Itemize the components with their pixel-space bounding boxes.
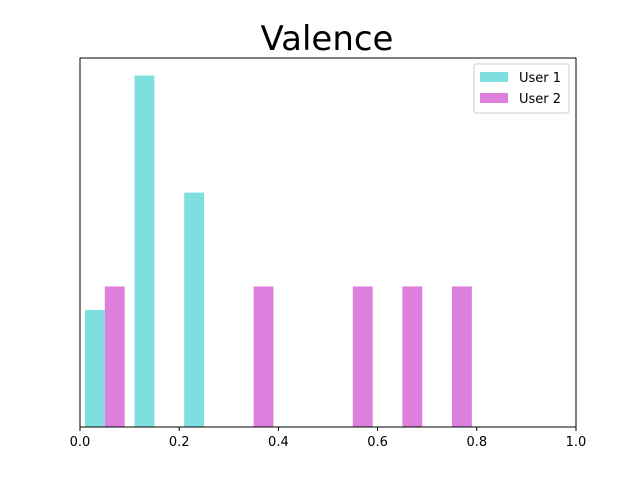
- x-tick-label: 0.4: [268, 435, 289, 450]
- bar-series-2-5: [452, 286, 472, 427]
- chart-title: Valence: [261, 19, 394, 59]
- x-axis: 0.0 0.2 0.4 0.6 0.8 1.0: [70, 427, 587, 450]
- bar-series-1-1: [84, 309, 105, 427]
- x-tick-label: 0.8: [466, 435, 487, 450]
- bar-series-1-2: [134, 75, 155, 428]
- x-tick-label: 1.0: [566, 435, 587, 450]
- x-tick-label: 0.6: [367, 435, 388, 450]
- legend-label: User 2: [519, 92, 561, 107]
- bar-series-2-1: [104, 286, 125, 427]
- bar-series-2-3: [352, 286, 373, 427]
- x-tick-label: 0.2: [169, 435, 190, 450]
- plot-frame: [79, 57, 577, 428]
- bar-series-2-4: [402, 286, 423, 427]
- legend-label: User 1: [519, 71, 561, 86]
- x-tick-label: 0.0: [70, 435, 91, 450]
- bars-layer: [84, 75, 472, 428]
- legend-swatch: [480, 72, 508, 82]
- legend-swatch: [480, 93, 508, 103]
- legend: User 1 User 2: [473, 63, 570, 114]
- bar-series-2-2: [253, 286, 274, 427]
- bar-series-1-3: [184, 192, 204, 427]
